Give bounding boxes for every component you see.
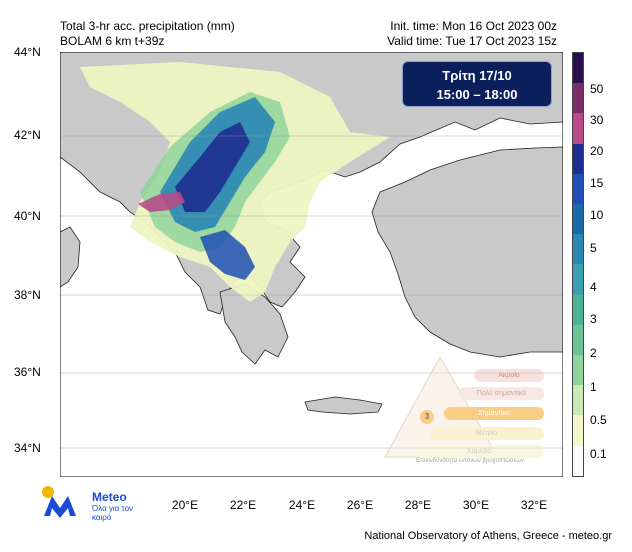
valid-time: Valid time: Tue 17 Oct 2023 15z <box>387 34 557 48</box>
colorbar-label: 1 <box>590 380 597 394</box>
warn-level-1: Χαμηλό <box>414 445 544 458</box>
colorbar-segment <box>573 294 583 325</box>
lon-label: 22°E <box>229 498 257 512</box>
land-turkey <box>371 146 563 358</box>
colorbar-segment <box>573 355 583 386</box>
colorbar <box>572 52 584 477</box>
forecast-hours: 15:00 – 18:00 <box>436 87 518 102</box>
colorbar-segment <box>573 83 583 114</box>
attribution-footer: National Observatory of Athens, Greece -… <box>364 530 612 542</box>
warning-level-graphic: Ακραίο Πολύ σημαντικό Σημαντικό Μέτριο Χ… <box>380 355 560 473</box>
lat-label: 44°N <box>14 45 41 59</box>
colorbar-label: 2 <box>590 346 597 360</box>
colorbar-segment <box>573 53 583 84</box>
warn-active-level: 3 <box>420 410 434 424</box>
precip-very-heavy <box>175 122 250 212</box>
warn-level-4: Πολύ σημαντικό <box>459 387 544 400</box>
map-canvas <box>60 52 563 477</box>
model-label: BOLAM 6 km t+39z <box>60 34 165 48</box>
logo-tagline: Όλα για τον καιρό <box>92 504 134 522</box>
precip-extreme <box>138 192 185 212</box>
warn-level-2: Μέτριο <box>429 427 544 440</box>
colorbar-label: 0.1 <box>590 447 607 461</box>
colorbar-segment <box>573 173 583 205</box>
meteo-logo-icon <box>42 486 76 518</box>
colorbar-label: 10 <box>590 208 604 222</box>
colorbar-label: 30 <box>590 113 604 127</box>
chart-header-left: Total 3-hr acc. precipitation (mm) BOLAM… <box>60 19 235 49</box>
lat-label: 36°N <box>14 365 41 379</box>
forecast-day: Τρίτη 17/10 <box>442 68 512 83</box>
land-italy <box>60 226 81 288</box>
lat-label: 40°N <box>14 209 41 223</box>
precip-ionian <box>200 230 255 280</box>
warn-level-5: Ακραίο <box>474 369 544 382</box>
init-time: Init. time: Mon 16 Oct 2023 00z <box>390 19 557 33</box>
colorbar-segment <box>573 324 583 356</box>
colorbar-segment <box>573 385 583 416</box>
product-title: Total 3-hr acc. precipitation (mm) <box>60 19 235 33</box>
colorbar-segment <box>573 415 583 446</box>
land-crete <box>304 396 383 415</box>
precipitation-map <box>60 52 563 477</box>
lat-label: 42°N <box>14 128 41 142</box>
chart-header-right: Init. time: Mon 16 Oct 2023 00z Valid ti… <box>387 19 557 49</box>
colorbar-label: 50 <box>590 82 604 96</box>
lon-label: 24°E <box>288 498 316 512</box>
lat-label: 34°N <box>14 441 41 455</box>
colorbar-segment <box>573 234 583 265</box>
lon-label: 26°E <box>346 498 374 512</box>
colorbar-label: 15 <box>590 176 604 190</box>
warn-level-3: Σημαντικό <box>444 407 544 420</box>
lon-label: 28°E <box>404 498 432 512</box>
colorbar-segment <box>573 113 583 144</box>
colorbar-label: 3 <box>590 312 597 326</box>
colorbar-label: 0.5 <box>590 413 607 427</box>
lon-label: 20°E <box>171 498 199 512</box>
colorbar-segment <box>573 204 583 235</box>
lon-label: 32°E <box>520 498 548 512</box>
logo-name: Meteo <box>92 490 127 504</box>
colorbar-label: 20 <box>590 144 604 158</box>
colorbar-segment <box>573 445 583 476</box>
colorbar-label: 4 <box>590 280 597 294</box>
colorbar-label: 5 <box>590 241 597 255</box>
lon-label: 30°E <box>462 498 490 512</box>
colorbar-segment <box>573 264 583 295</box>
warning-caption: Επικινδυνότητα εντόνων βροχοπτώσεων <box>416 458 524 464</box>
forecast-period-box: Τρίτη 17/10 15:00 – 18:00 <box>402 61 552 107</box>
lat-label: 38°N <box>14 288 41 302</box>
colorbar-segment <box>573 143 583 174</box>
